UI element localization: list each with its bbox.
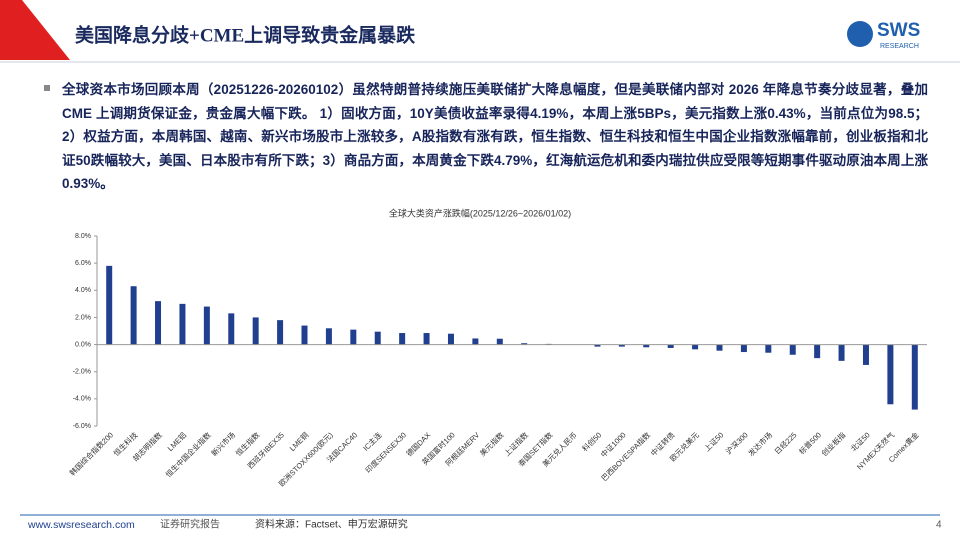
- header-accent: [0, 0, 70, 60]
- chart: 全球大类资产涨跌幅(2025/12/26~2026/01/02) 8.0% 6.0…: [67, 207, 927, 488]
- bar: [838, 344, 845, 361]
- bar: [423, 333, 430, 345]
- summary: 全球资本市场回顾本周（20251226-20260102）虽然特朗普持续施压美联…: [62, 82, 928, 191]
- x-tick-label: 沪深300: [723, 430, 750, 457]
- bar: [472, 338, 479, 345]
- bar: [789, 344, 796, 355]
- bar: [643, 344, 650, 348]
- bar: [301, 325, 308, 345]
- x-tick-label: LME铜: [287, 430, 310, 453]
- x-tick-label: 发达市场: [746, 429, 775, 458]
- x-tick-label: 印度SENSEX30: [363, 430, 408, 475]
- page-number: 4: [936, 520, 942, 531]
- y-tick-label: 6.0%: [75, 260, 91, 267]
- x-tick-label: 美元指数: [477, 429, 506, 458]
- y-tick-label: -6.0%: [73, 423, 91, 430]
- bar: [447, 333, 454, 345]
- bar: [740, 344, 747, 353]
- bar: [228, 313, 235, 345]
- chart-title: 全球大类资产涨跌幅(2025/12/26~2026/01/02): [389, 207, 571, 218]
- x-tick-label: 科创50: [580, 430, 604, 454]
- x-tick-label: 上证50: [702, 430, 725, 453]
- bar: [399, 333, 406, 345]
- bar: [887, 344, 894, 405]
- bar: [667, 344, 674, 348]
- x-tick-label: LME铝: [165, 430, 188, 453]
- bar: [496, 338, 503, 345]
- bar: [252, 317, 259, 345]
- footer-type: 证券研究报告: [160, 518, 220, 531]
- bar: [862, 344, 869, 365]
- x-tick-label: 新兴市场: [209, 429, 238, 458]
- x-tick-label: 日经225: [772, 430, 799, 457]
- bar: [765, 344, 772, 353]
- bar: [130, 286, 137, 345]
- y-tick-label: 0.0%: [75, 341, 91, 348]
- bullet: [44, 85, 50, 91]
- y-tick-label: -4.0%: [73, 396, 91, 403]
- bar: [325, 328, 332, 345]
- y-tick-label: 4.0%: [75, 287, 91, 294]
- x-tick-label: 韩国综合指数200: [67, 430, 115, 478]
- bar: [521, 343, 528, 345]
- bar: [350, 329, 357, 345]
- slide-title: 美国降息分歧+CME上调导致贵金属暴跌: [75, 23, 416, 46]
- bar: [179, 303, 186, 345]
- x-tick-label: IC主连: [361, 429, 384, 452]
- bar: [911, 344, 918, 410]
- y-tick-label: -2.0%: [73, 369, 91, 376]
- bar: [155, 301, 162, 345]
- bar: [374, 331, 381, 345]
- bar: [277, 320, 284, 345]
- logo-mark: [847, 21, 873, 47]
- bar: [716, 344, 723, 351]
- bar: [692, 344, 699, 350]
- footer-source: 资料来源：Factset、申万宏源研究: [255, 518, 408, 531]
- y-tick-label: 2.0%: [75, 314, 91, 321]
- x-tick-label: 北证50: [849, 430, 872, 453]
- bar: [814, 344, 821, 359]
- bar: [203, 306, 210, 345]
- logo-text: SWS: [877, 20, 920, 41]
- x-tick-label: 创业板指: [819, 429, 848, 458]
- footer-site: www.swsresearch.com: [27, 519, 135, 531]
- bar: [618, 344, 625, 347]
- y-tick-label: 8.0%: [75, 233, 91, 240]
- bar: [594, 344, 601, 347]
- logo-subtext: RESEARCH: [880, 43, 919, 50]
- bar: [106, 265, 113, 345]
- x-tick-label: 标普500: [796, 430, 823, 457]
